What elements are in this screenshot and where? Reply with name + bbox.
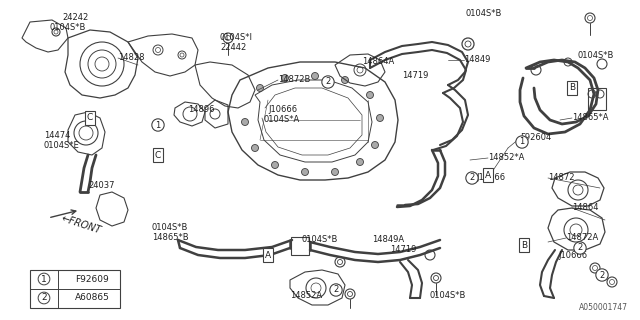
Text: C: C: [87, 114, 93, 123]
Text: 24037: 24037: [88, 180, 115, 189]
Text: 14852*A: 14852*A: [488, 154, 524, 163]
Text: 14865*A: 14865*A: [572, 114, 609, 123]
Text: F92604: F92604: [520, 133, 551, 142]
Text: 24242: 24242: [62, 13, 88, 22]
Text: 14719: 14719: [402, 70, 428, 79]
Circle shape: [376, 115, 383, 122]
Text: ←FRONT: ←FRONT: [60, 214, 102, 236]
Text: A: A: [265, 251, 271, 260]
Text: A60865: A60865: [75, 293, 109, 302]
Text: 14864: 14864: [572, 204, 598, 212]
Circle shape: [367, 92, 374, 99]
Text: B: B: [569, 84, 575, 92]
Text: 14719: 14719: [390, 245, 417, 254]
Text: 1: 1: [520, 138, 525, 147]
Text: 14828: 14828: [118, 53, 145, 62]
Text: 14896: 14896: [188, 106, 214, 115]
Circle shape: [312, 73, 319, 79]
Text: F92609: F92609: [75, 275, 109, 284]
Circle shape: [342, 76, 349, 84]
Text: 14474: 14474: [44, 131, 70, 140]
Text: 14872B: 14872B: [278, 76, 310, 84]
Text: 14849: 14849: [464, 55, 490, 65]
Circle shape: [271, 162, 278, 169]
Text: C: C: [155, 150, 161, 159]
Text: 0104S*B: 0104S*B: [50, 23, 86, 33]
Text: J10666: J10666: [558, 251, 587, 260]
Text: 1: 1: [156, 121, 161, 130]
Text: 22442: 22442: [220, 44, 246, 52]
Text: 2: 2: [469, 173, 475, 182]
Bar: [30, 270, 120, 308]
Text: 0104S*B: 0104S*B: [152, 223, 188, 233]
Text: 14865*B: 14865*B: [152, 234, 189, 243]
Text: 0104S*A: 0104S*A: [263, 116, 300, 124]
Text: A050001747: A050001747: [579, 303, 628, 312]
Circle shape: [332, 169, 339, 175]
Circle shape: [241, 118, 248, 125]
Text: 14852A: 14852A: [290, 291, 322, 300]
Text: 0104S*E: 0104S*E: [44, 140, 80, 149]
Text: 2: 2: [41, 293, 47, 302]
Text: 1: 1: [41, 275, 47, 284]
Text: A: A: [485, 171, 491, 180]
Text: 2: 2: [600, 270, 605, 279]
Text: 0104S*B: 0104S*B: [466, 10, 502, 19]
Bar: [291, 237, 309, 255]
Circle shape: [301, 169, 308, 175]
Text: 2: 2: [333, 285, 339, 294]
Text: 14849A: 14849A: [372, 236, 404, 244]
Text: J10666: J10666: [268, 106, 297, 115]
Text: 14872: 14872: [548, 173, 575, 182]
Text: 0104S*B: 0104S*B: [578, 51, 614, 60]
Text: 0104S*B: 0104S*B: [302, 236, 339, 244]
Text: 14872A: 14872A: [566, 234, 598, 243]
Text: 2: 2: [325, 77, 331, 86]
Circle shape: [371, 141, 378, 148]
Text: J10666: J10666: [476, 173, 505, 182]
Text: 0104S*I: 0104S*I: [220, 34, 253, 43]
Circle shape: [257, 84, 264, 92]
Text: 0104S*B: 0104S*B: [430, 291, 467, 300]
Text: 2: 2: [577, 244, 582, 252]
Circle shape: [282, 75, 289, 82]
Circle shape: [356, 158, 364, 165]
Bar: [588, 88, 606, 110]
Circle shape: [252, 145, 259, 151]
Text: 14864A: 14864A: [362, 58, 394, 67]
Text: B: B: [521, 241, 527, 250]
